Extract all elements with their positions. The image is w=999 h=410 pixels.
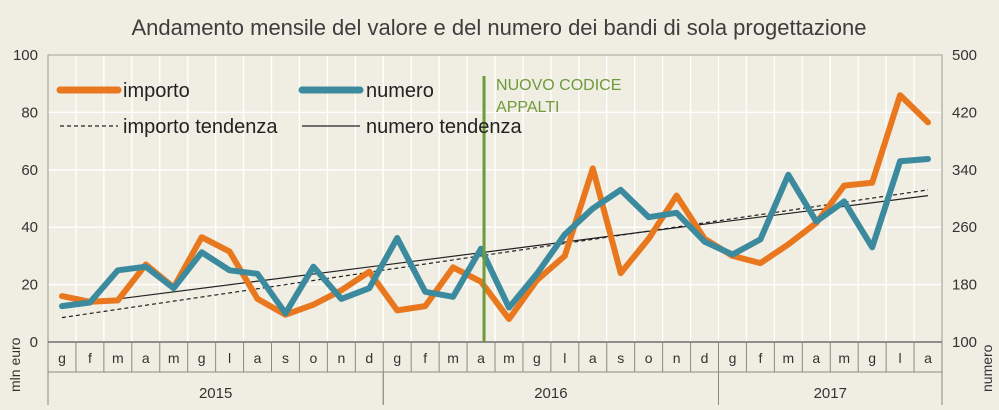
month-tick-label: l bbox=[563, 350, 566, 366]
month-tick-label: a bbox=[812, 350, 820, 366]
series-numero-line bbox=[59, 156, 931, 317]
month-tick-label: m bbox=[838, 350, 850, 366]
series-importo-line bbox=[59, 92, 931, 322]
month-tick-label: a bbox=[254, 350, 262, 366]
chart-title: Andamento mensile del valore e del numer… bbox=[131, 15, 866, 40]
month-tick-label: g bbox=[868, 350, 876, 366]
series-lines bbox=[59, 92, 931, 322]
right-tick-label: 100 bbox=[952, 334, 977, 351]
importo-tendenza-line bbox=[61, 189, 929, 319]
left-tick-label: 20 bbox=[21, 277, 38, 294]
annotation: NUOVO CODICE APPALTI bbox=[482, 76, 621, 342]
month-tick-label: g bbox=[393, 350, 401, 366]
month-tick-label: d bbox=[701, 350, 709, 366]
right-tick-label: 340 bbox=[952, 162, 977, 179]
month-tick-label: m bbox=[783, 350, 795, 366]
month-tick-label: g bbox=[729, 350, 737, 366]
month-tick-label: s bbox=[617, 350, 624, 366]
month-tick-label: g bbox=[198, 350, 206, 366]
right-axis-label: numero bbox=[979, 344, 995, 392]
axes: 0 20 40 60 80 100 100 180 260 340 420 500 g f m a m g l a s o… bbox=[13, 47, 977, 405]
legend-label-importo: importo bbox=[123, 80, 190, 102]
month-tick-label: d bbox=[365, 350, 373, 366]
month-tick-label: o bbox=[310, 350, 318, 366]
month-tick-label: a bbox=[589, 350, 597, 366]
left-tick-label: 100 bbox=[13, 47, 38, 64]
numero-tendenza-line bbox=[61, 195, 929, 307]
right-tick-label: 420 bbox=[952, 104, 977, 121]
month-tick-label: m bbox=[168, 350, 180, 366]
month-tick-label: a bbox=[142, 350, 150, 366]
month-tick-label: f bbox=[88, 350, 92, 366]
year-tick-label: 2016 bbox=[534, 385, 567, 402]
trend-lines bbox=[61, 189, 929, 319]
annotation-label-line1: NUOVO CODICE bbox=[496, 77, 621, 94]
month-tick-label: a bbox=[924, 350, 932, 366]
legend-label-importo-tendenza: importo tendenza bbox=[123, 116, 278, 138]
month-tick-label: o bbox=[645, 350, 653, 366]
legend-label-numero: numero bbox=[366, 80, 434, 102]
month-tick-label: n bbox=[337, 350, 345, 366]
year-tick-label: 2015 bbox=[199, 385, 232, 402]
legend-label-numero-tendenza: numero tendenza bbox=[366, 116, 523, 138]
left-axis-label: mln euro bbox=[7, 337, 23, 392]
left-tick-label: 80 bbox=[21, 104, 38, 121]
right-tick-label: 500 bbox=[952, 47, 977, 64]
month-tick-label: g bbox=[58, 350, 66, 366]
month-tick-label: f bbox=[758, 350, 762, 366]
left-tick-label: 40 bbox=[21, 219, 38, 236]
month-tick-label: a bbox=[477, 350, 485, 366]
month-tick-label: s bbox=[282, 350, 289, 366]
legend: importo numero importo tendenza numero t… bbox=[56, 80, 523, 138]
left-tick-label: 0 bbox=[30, 334, 38, 351]
month-tick-label: m bbox=[447, 350, 459, 366]
month-tick-label: m bbox=[112, 350, 124, 366]
month-tick-label: m bbox=[503, 350, 515, 366]
right-tick-label: 260 bbox=[952, 219, 977, 236]
month-tick-label: f bbox=[423, 350, 427, 366]
month-tick-label: l bbox=[899, 350, 902, 366]
year-tick-label: 2017 bbox=[814, 385, 847, 402]
month-tick-label: g bbox=[533, 350, 541, 366]
right-tick-label: 180 bbox=[952, 277, 977, 294]
month-tick-label: n bbox=[673, 350, 681, 366]
month-tick-label: l bbox=[228, 350, 231, 366]
left-tick-label: 60 bbox=[21, 162, 38, 179]
annotation-label-line2: APPALTI bbox=[496, 99, 559, 116]
